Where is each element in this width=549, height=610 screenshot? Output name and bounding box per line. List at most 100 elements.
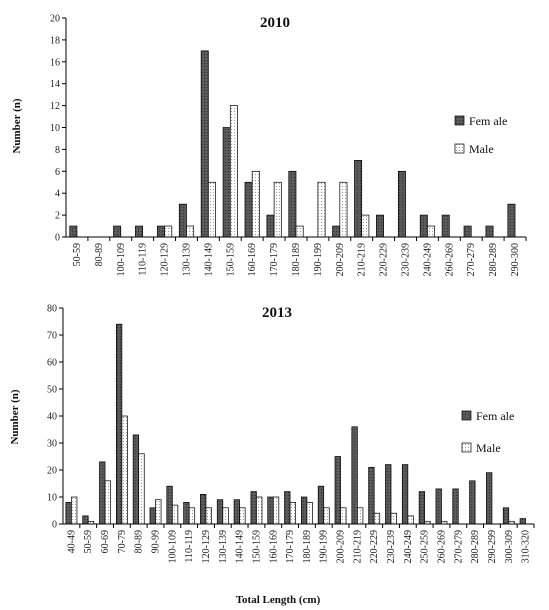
- y-tick-label: 18: [50, 35, 60, 46]
- bar-female: [200, 50, 209, 238]
- x-tick-label: 110-119: [138, 243, 149, 276]
- bar-male: [171, 504, 179, 525]
- bar-female: [178, 203, 187, 238]
- bar-female: [385, 464, 392, 525]
- bar-female: [99, 461, 106, 525]
- bar-male: [188, 507, 196, 525]
- bar-male: [306, 502, 313, 525]
- legend-swatch-male: [461, 442, 472, 453]
- bar-male: [273, 181, 282, 238]
- bar-male: [361, 214, 370, 238]
- bar-female: [266, 214, 275, 238]
- y-tick-label: 20: [50, 14, 60, 25]
- bar-female: [507, 203, 516, 238]
- bar-female: [288, 170, 297, 238]
- x-tick-label: 260-269: [436, 530, 447, 563]
- x-tick-label: 220-229: [369, 530, 380, 563]
- y-tick-label: 8: [55, 145, 60, 156]
- x-tick-label: 150-159: [251, 530, 262, 563]
- bar-male: [121, 415, 128, 525]
- x-tick-label: 160-169: [268, 530, 279, 563]
- bar-female: [250, 491, 257, 525]
- x-tick-label: 80-89: [134, 530, 145, 553]
- x-tick-label: 50-59: [83, 530, 94, 553]
- bar-female: [166, 485, 173, 525]
- x-tick-label: 220-229: [379, 243, 390, 276]
- bar-female: [233, 499, 240, 525]
- y-axis-title: Number (n): [11, 98, 23, 153]
- bar-female: [354, 160, 363, 238]
- bar-male: [373, 512, 381, 525]
- chart-2010: 2010 Number (n) 0 2 4 6 8 10 12 14 16 18 20 50-59 80…: [11, 14, 527, 276]
- plot-area: 0 10 20 30 40 50 60 70 80 40-49 50-59 60-69 70-79 80-…: [47, 304, 535, 563]
- x-tick-label: 290-299: [487, 530, 498, 563]
- y-tick-label: 2: [55, 211, 60, 222]
- bar-male: [339, 181, 348, 238]
- x-tick-label: 50-59: [72, 243, 83, 266]
- plot-area: 0 2 4 6 8 10 12 14 16 18 20 50-59 80-89 100-109 110-11…: [50, 14, 527, 276]
- y-tick-label: 14: [50, 79, 60, 90]
- bar-male: [295, 225, 304, 238]
- bar-female: [519, 518, 526, 525]
- legend-label-female: Fem ale: [469, 114, 507, 128]
- bar-female: [485, 225, 494, 238]
- x-tick-label: 180-189: [291, 243, 302, 276]
- x-tick-label: 70-79: [117, 530, 128, 553]
- x-tick-label: 210-219: [352, 530, 363, 563]
- y-tick-label: 30: [47, 439, 57, 450]
- bar-female: [435, 488, 442, 525]
- bar-female: [502, 507, 510, 525]
- bar-male: [205, 507, 212, 525]
- x-tick-label: 190-199: [313, 243, 324, 276]
- x-tick-label: 280-289: [470, 530, 481, 563]
- bar-female: [486, 472, 493, 525]
- bar-female: [156, 225, 165, 238]
- bar-male: [427, 225, 436, 238]
- bar-male: [71, 496, 78, 525]
- bar-female: [267, 496, 274, 525]
- y-axis-title: Number (n): [9, 389, 21, 444]
- bar-male: [357, 507, 364, 525]
- bar-male: [340, 507, 347, 525]
- x-tick-label: 240-249: [422, 243, 433, 276]
- bar-female: [351, 426, 358, 525]
- bar-female: [452, 488, 459, 525]
- x-tick-label: 260-269: [444, 243, 455, 276]
- bar-female: [65, 502, 72, 525]
- x-tick-label: 60-69: [100, 530, 111, 553]
- bar-female: [183, 502, 190, 525]
- bar-male: [251, 170, 260, 238]
- x-tick-label: 100-109: [167, 530, 178, 563]
- bar-female: [222, 127, 231, 238]
- bar-female: [376, 214, 384, 238]
- bar-female: [334, 456, 341, 525]
- bar-female: [441, 214, 450, 238]
- bar-male: [138, 453, 145, 525]
- bar-male: [407, 515, 414, 525]
- x-tick-label: 210-219: [357, 243, 368, 276]
- x-tick-label: 130-139: [218, 530, 229, 563]
- bar-female: [301, 496, 308, 525]
- y-tick-label: 0: [55, 233, 60, 244]
- x-tick-label: 270-279: [466, 243, 477, 276]
- y-tick-label: 50: [47, 385, 57, 396]
- x-tick-label: 120-129: [160, 243, 171, 276]
- x-tick-label: 230-239: [386, 530, 397, 563]
- x-tick-label: 110-119: [184, 530, 195, 563]
- legend-label-male: Male: [469, 142, 494, 156]
- x-tick-label: 180-189: [302, 530, 313, 563]
- x-tick-label: 120-129: [201, 530, 212, 563]
- y-tick-label: 40: [47, 412, 57, 423]
- bar-male: [104, 480, 111, 525]
- bar-female: [244, 181, 253, 238]
- bar-female: [149, 507, 156, 525]
- bar-male: [289, 502, 296, 525]
- x-tick-label: 190-199: [319, 530, 330, 563]
- y-tick-label: 10: [50, 123, 60, 134]
- bar-female: [418, 491, 426, 525]
- bar-female: [135, 225, 144, 238]
- x-tick-label: 230-239: [401, 243, 412, 276]
- x-tick-label: 170-179: [269, 243, 280, 276]
- bar-male: [272, 496, 280, 525]
